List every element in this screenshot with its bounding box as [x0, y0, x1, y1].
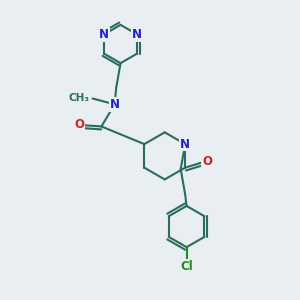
Text: N: N [180, 138, 190, 151]
Text: O: O [74, 118, 84, 131]
Text: N: N [132, 28, 142, 41]
Text: N: N [110, 98, 120, 111]
Text: Cl: Cl [180, 260, 193, 273]
Text: N: N [99, 28, 109, 41]
Text: O: O [202, 155, 212, 168]
Text: CH₃: CH₃ [69, 94, 90, 103]
